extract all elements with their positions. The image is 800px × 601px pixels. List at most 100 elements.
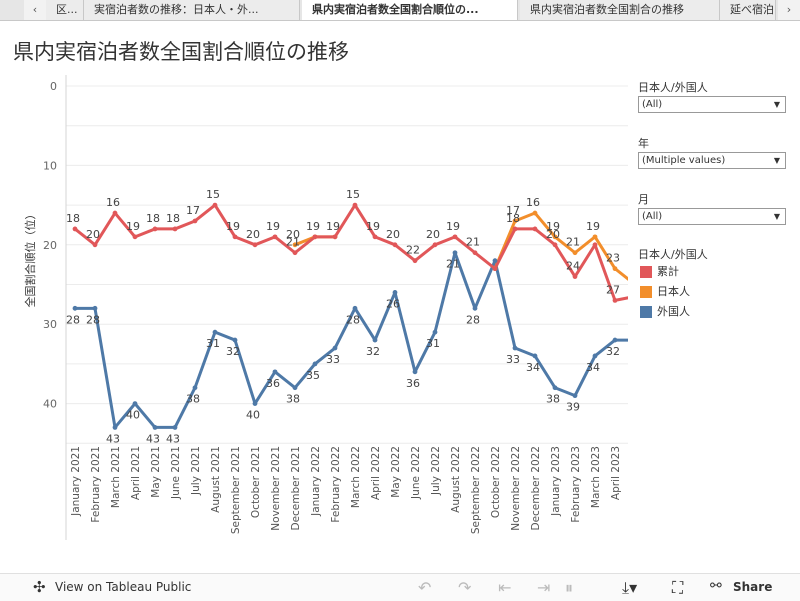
data-label-foreign: 35 (306, 369, 320, 382)
legend-item-total[interactable]: 累計 (640, 265, 679, 279)
data-label-total: 20 (546, 228, 560, 241)
data-point-foreign (92, 305, 98, 311)
data-label-total: 19 (266, 220, 280, 233)
legend-swatch (640, 306, 652, 318)
x-tick-label: May 2021 (150, 446, 162, 498)
y-tick-label: 30 (43, 318, 57, 331)
tab-label: 延べ宿泊 (730, 3, 774, 16)
filter-nationality-select[interactable]: (All) ▼ (638, 96, 786, 113)
legend-swatch (640, 266, 652, 278)
data-label-japanese: 19 (586, 220, 600, 233)
x-tick-label: June 2022 (410, 446, 422, 500)
tab-share-trend[interactable]: 県内実宿泊者数全国割合の推移 (520, 0, 720, 20)
data-label-total: 18 (146, 212, 160, 225)
refresh-icon[interactable]: ⇥ (537, 578, 551, 597)
tab-scroll-right-button[interactable]: › (778, 0, 800, 20)
tab-bar: ‹ 区... 実宿泊者数の推移：日本人・外... 県内実宿泊者数全国割合順位の.… (0, 0, 800, 21)
filter-month-select[interactable]: (All) ▼ (638, 208, 786, 225)
data-label-foreign: 28 (86, 313, 100, 326)
data-label-foreign: 33 (326, 353, 340, 366)
download-icon[interactable]: ⤓▾ (622, 578, 638, 597)
data-point-total (232, 234, 238, 240)
data-point-foreign (172, 425, 178, 430)
data-point-total (172, 226, 178, 232)
revert-icon[interactable]: ⇤ (498, 578, 512, 597)
tab-total-nights[interactable]: 延べ宿泊 (720, 0, 776, 20)
data-label-japanese: 21 (566, 236, 580, 249)
data-point-foreign (392, 290, 398, 295)
view-on-tableau-link[interactable]: View on Tableau Public (55, 580, 192, 594)
tab-label: 実宿泊者数の推移：日本人・外... (94, 3, 259, 16)
legend-item-foreign[interactable]: 外国人 (640, 305, 690, 319)
data-point-foreign (72, 305, 78, 311)
data-point-total (372, 234, 378, 240)
legend-item-japanese[interactable]: 日本人 (640, 285, 690, 299)
data-point-japanese (572, 250, 578, 256)
data-point-foreign (332, 345, 338, 351)
x-tick-label: December 2022 (530, 446, 542, 531)
data-point-foreign (212, 329, 218, 335)
data-point-total (592, 242, 598, 248)
data-label-foreign: 38 (186, 393, 200, 406)
fullscreen-icon[interactable]: ⛶ (672, 578, 684, 597)
data-label-total: 19 (326, 220, 340, 233)
data-label-total: 18 (506, 212, 520, 225)
filter-year-select[interactable]: (Multiple values) ▼ (638, 152, 786, 169)
data-label-total: 19 (306, 220, 320, 233)
x-tick-label: July 2021 (190, 446, 202, 496)
x-tick-label: September 2021 (230, 446, 242, 534)
data-point-total (312, 234, 318, 240)
data-label-foreign: 32 (606, 345, 620, 358)
data-label-japanese: 16 (526, 196, 540, 209)
data-label-total: 19 (126, 220, 140, 233)
x-tick-label: February 2023 (570, 446, 582, 523)
data-point-foreign (532, 353, 538, 359)
data-point-total (272, 234, 278, 240)
data-point-foreign (492, 258, 498, 264)
data-point-foreign (232, 337, 238, 343)
data-point-total (392, 242, 398, 248)
x-tick-label: March 2022 (350, 446, 362, 508)
share-button[interactable]: Share (733, 580, 773, 594)
tab-guests-trend[interactable]: 実宿泊者数の推移：日本人・外... (84, 0, 300, 20)
selected-value: (Multiple values) (642, 155, 726, 166)
x-tick-label: October 2021 (250, 446, 262, 518)
data-point-foreign (132, 401, 138, 406)
data-label-foreign: 31 (206, 337, 220, 350)
data-point-total (152, 226, 158, 232)
data-point-foreign (512, 345, 518, 351)
data-label-foreign: 43 (166, 432, 180, 445)
data-label-japanese: 20 (286, 228, 300, 241)
x-tick-label: February 2022 (330, 446, 342, 523)
data-label-foreign: 21 (446, 258, 460, 271)
x-tick-label: November 2021 (270, 446, 282, 531)
data-label-foreign: 31 (426, 337, 440, 350)
data-point-japanese (292, 242, 298, 248)
data-label-foreign: 34 (526, 361, 540, 374)
x-tick-label: October 2022 (490, 446, 502, 518)
data-label-foreign: 38 (546, 393, 560, 406)
tab-rank-trend[interactable]: 県内実宿泊者数全国割合順位の... (302, 0, 518, 20)
x-tick-label: April 2022 (370, 446, 382, 500)
legend-label: 累計 (657, 265, 679, 278)
tab-region[interactable]: 区... (46, 0, 84, 20)
x-tick-label: April 2023 (610, 446, 622, 500)
data-point-foreign (312, 361, 318, 367)
share-icon[interactable]: ⚯ (710, 578, 722, 594)
data-label-total: 15 (346, 188, 360, 201)
data-point-foreign (412, 369, 418, 375)
data-point-total (412, 258, 418, 264)
pause-icon[interactable]: ⏸ (565, 578, 574, 597)
legend-title: 日本人/外国人 (638, 248, 708, 261)
undo-icon[interactable]: ↶ (418, 578, 432, 597)
page-title: 県内実宿泊者数全国割合順位の推移 (13, 40, 349, 64)
data-point-foreign (452, 250, 458, 256)
redo-icon[interactable]: ↷ (458, 578, 472, 597)
data-point-total (112, 210, 118, 216)
data-label-foreign: 40 (246, 409, 260, 422)
axes: 0 10 20 30 40 全国割合順位（位） January 2021 February 2… (23, 75, 622, 540)
tab-label: 県内実宿泊者数全国割合順位の... (312, 3, 479, 16)
data-point-total (252, 242, 258, 248)
tableau-logo-icon: ✣ (33, 578, 46, 596)
